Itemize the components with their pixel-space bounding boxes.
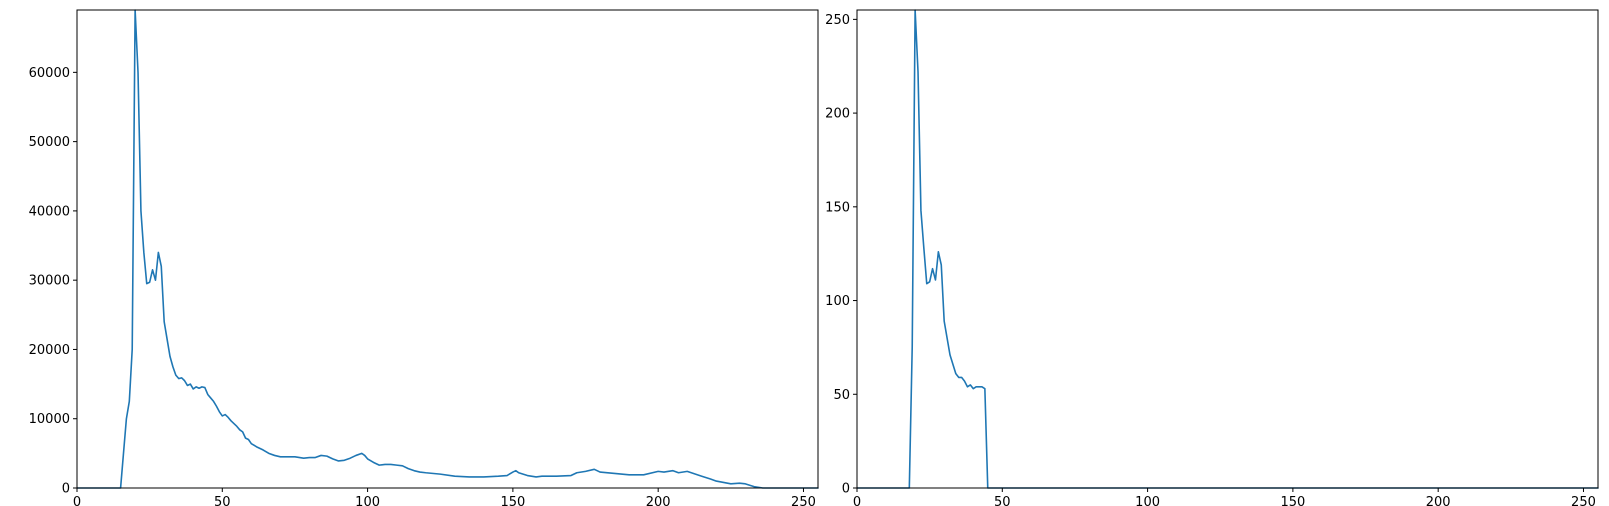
y-tick-label: 100 xyxy=(825,294,850,309)
x-tick-label: 150 xyxy=(500,495,525,506)
x-tick-label: 250 xyxy=(1571,495,1596,506)
y-tick-label: 10000 xyxy=(29,412,70,427)
left-histogram-panel: 0 50 100 150 200 250 0 10000 20000 30000 40000 5000… xyxy=(29,9,819,506)
y-tick-label: 30000 xyxy=(29,274,70,289)
x-tick-label: 100 xyxy=(1135,495,1160,506)
series-line-0-0 xyxy=(76,9,819,489)
y-tick-label: 50 xyxy=(833,388,850,403)
x-tick-label: 50 xyxy=(214,495,231,506)
axes-frame-1 xyxy=(856,9,1599,489)
y-tick-label: 0 xyxy=(842,482,850,497)
y-tick-label: 0 xyxy=(62,482,70,497)
y-tick-label: 50000 xyxy=(29,135,70,150)
x-tick-label: 100 xyxy=(355,495,380,506)
right-histogram-panel: 0 50 100 150 200 250 0 50 100 150 200 250 xyxy=(825,9,1599,506)
x-tick-label: 0 xyxy=(73,495,81,506)
x-tick-label: 50 xyxy=(994,495,1011,506)
y-tick-label: 250 xyxy=(825,13,850,28)
x-tick-label: 150 xyxy=(1280,495,1305,506)
y-tick-label: 150 xyxy=(825,200,850,215)
y-tick-label: 20000 xyxy=(29,343,70,358)
axes-frame-0 xyxy=(76,9,819,489)
x-tick-label: 0 xyxy=(853,495,861,506)
y-tick-label: 60000 xyxy=(29,66,70,81)
x-tick-label: 250 xyxy=(791,495,816,506)
x-tick-label: 200 xyxy=(1426,495,1451,506)
y-tick-label: 200 xyxy=(825,107,850,122)
y-tick-label: 40000 xyxy=(29,204,70,219)
x-tick-label: 200 xyxy=(646,495,671,506)
series-line-1-0 xyxy=(856,9,1599,489)
